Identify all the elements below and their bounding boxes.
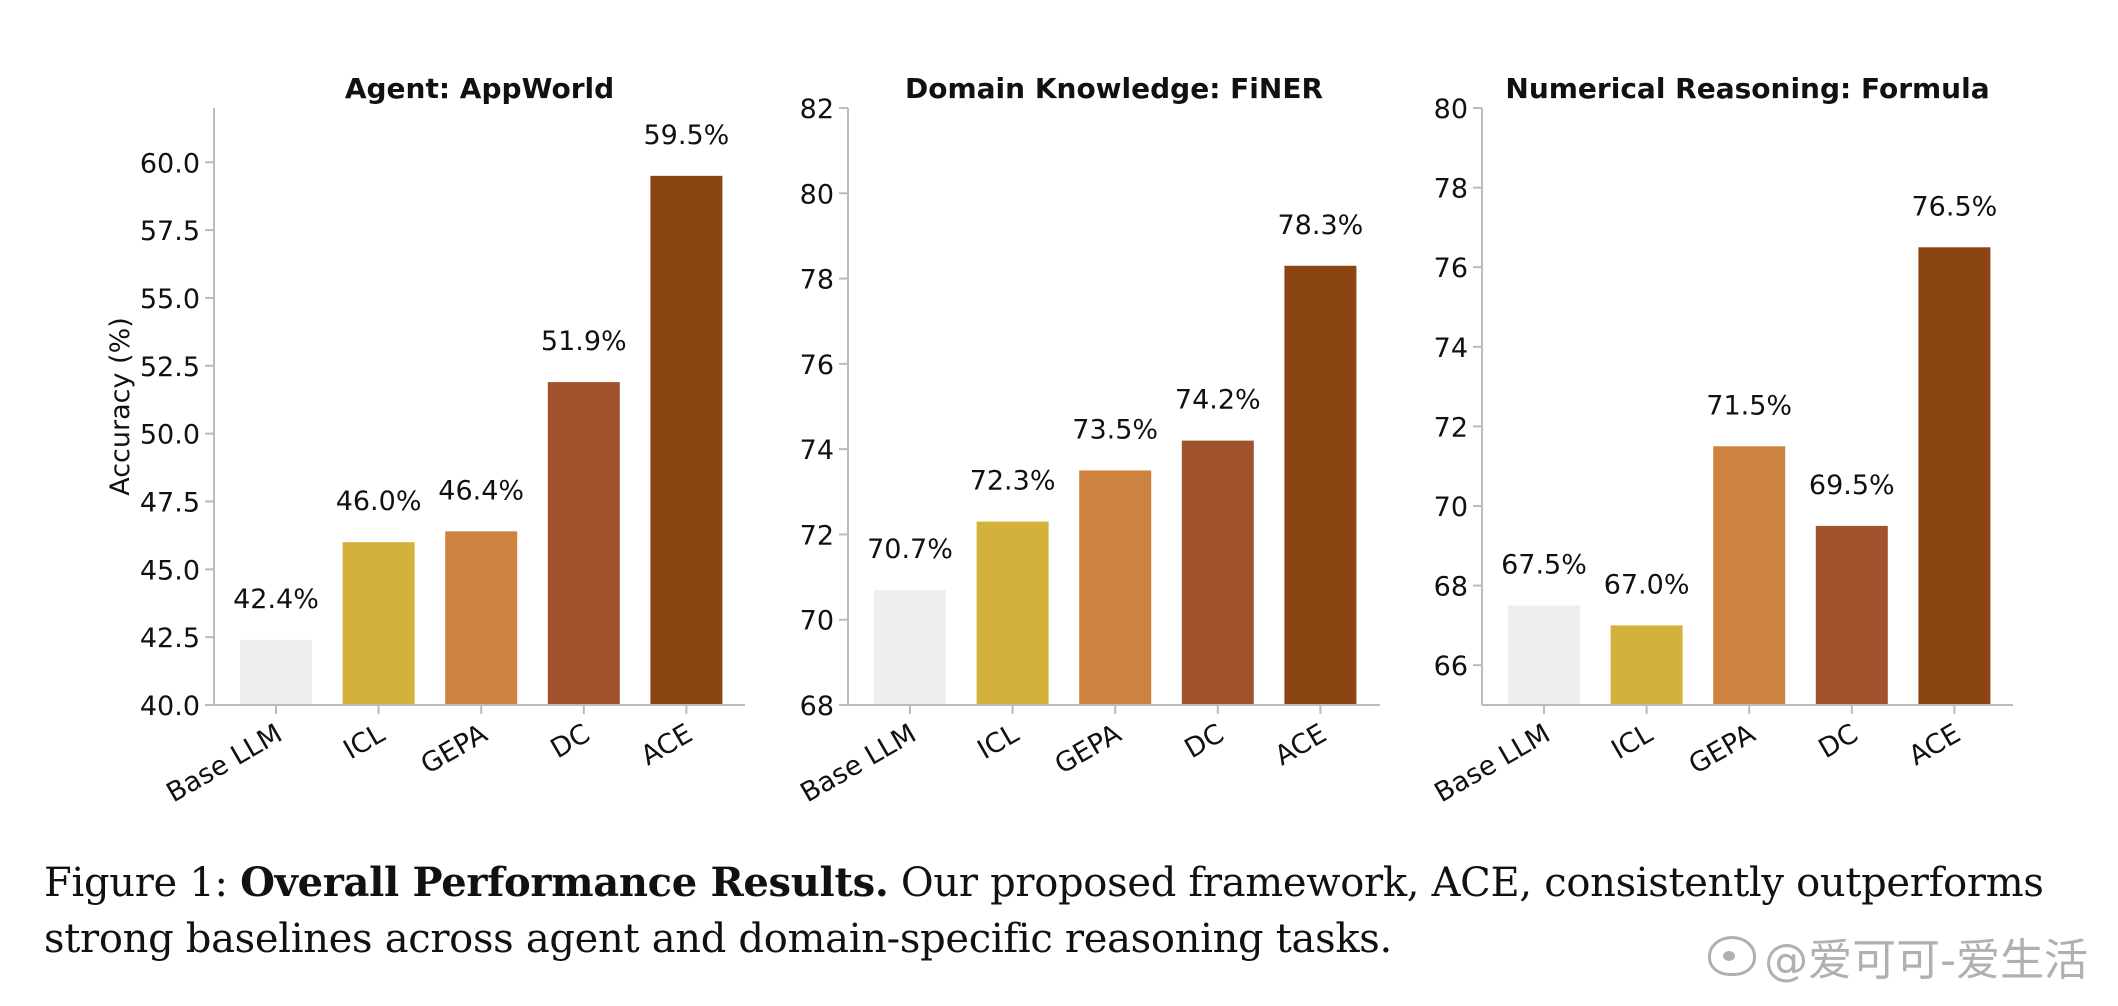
y-tick-label: 78 xyxy=(800,265,834,296)
bar-ace xyxy=(1284,265,1357,705)
bar-icl xyxy=(976,521,1049,705)
bar-base-llm xyxy=(1508,605,1580,705)
data-label: 76.5% xyxy=(1912,191,1998,222)
x-tick-label: ACE xyxy=(636,718,698,772)
bar-dc xyxy=(1815,525,1888,705)
data-label: 67.0% xyxy=(1604,569,1690,600)
y-axis-label: Accuracy (%) xyxy=(105,317,136,496)
data-label: 46.4% xyxy=(438,475,524,506)
figure-caption: Figure 1: Overall Performance Results. O… xyxy=(44,855,2084,967)
data-label: 42.4% xyxy=(233,584,319,615)
x-tick-label: DC xyxy=(1179,718,1229,765)
bar-ace xyxy=(650,175,723,705)
y-tick-label: 50.0 xyxy=(140,420,200,451)
y-tick-label: 80 xyxy=(800,179,834,210)
y-tick-label: 40.0 xyxy=(140,691,200,722)
y-tick-label: 80 xyxy=(1434,94,1468,125)
x-tick-label: ACE xyxy=(1904,718,1966,772)
y-tick-label: 78 xyxy=(1434,174,1468,205)
data-label: 72.3% xyxy=(970,466,1056,497)
x-tick-label: DC xyxy=(1813,718,1863,765)
y-tick-label: 82 xyxy=(800,94,834,125)
y-tick-label: 42.5 xyxy=(140,623,200,654)
y-tick-label: 68 xyxy=(1434,572,1468,603)
bar-gepa xyxy=(1713,446,1786,705)
bar-ace xyxy=(1918,247,1991,706)
watermark: @爱可可-爱生活 xyxy=(1708,924,2088,988)
bar-base-llm xyxy=(874,589,946,705)
bar-gepa xyxy=(1079,470,1152,705)
data-label: 70.7% xyxy=(867,534,953,565)
y-tick-label: 47.5 xyxy=(140,487,200,518)
data-label: 78.3% xyxy=(1278,210,1364,241)
data-label: 46.0% xyxy=(336,486,422,517)
y-tick-label: 76 xyxy=(800,350,834,381)
watermark-text: @爱可可-爱生活 xyxy=(1764,935,2088,986)
caption-bold: Overall Performance Results. xyxy=(240,859,889,906)
y-tick-label: 45.0 xyxy=(140,555,200,586)
y-tick-label: 66 xyxy=(1434,651,1468,682)
y-tick-label: 68 xyxy=(800,691,834,722)
y-tick-label: 74 xyxy=(800,435,834,466)
y-tick-label: 52.5 xyxy=(140,352,200,383)
chart-title: Numerical Reasoning: Formula xyxy=(1505,72,1989,105)
data-label: 51.9% xyxy=(541,326,627,357)
y-tick-label: 76 xyxy=(1434,253,1468,284)
x-tick-label: Base LLM xyxy=(161,718,287,809)
x-tick-label: GEPA xyxy=(416,718,493,781)
x-tick-label: GEPA xyxy=(1050,718,1127,781)
x-tick-label: DC xyxy=(545,718,595,765)
data-label: 71.5% xyxy=(1706,390,1792,421)
x-tick-label: ICL xyxy=(972,718,1024,766)
caption-text: Our proposed framework, ACE, consistentl… xyxy=(44,860,2044,962)
y-tick-label: 70 xyxy=(800,606,834,637)
data-label: 59.5% xyxy=(644,120,730,151)
y-tick-label: 70 xyxy=(1434,492,1468,523)
y-tick-label: 72 xyxy=(800,520,834,551)
y-tick-label: 72 xyxy=(1434,412,1468,443)
x-tick-label: ICL xyxy=(338,718,390,766)
data-label: 67.5% xyxy=(1501,550,1587,581)
data-label: 73.5% xyxy=(1072,414,1158,445)
bar-gepa xyxy=(445,531,518,705)
y-tick-label: 60.0 xyxy=(140,148,200,179)
y-tick-label: 55.0 xyxy=(140,284,200,315)
bar-dc xyxy=(547,382,620,705)
x-tick-label: Base LLM xyxy=(1429,718,1555,809)
bar-icl xyxy=(1610,625,1683,705)
chart-title: Domain Knowledge: FiNER xyxy=(905,72,1323,105)
data-label: 74.2% xyxy=(1175,385,1261,416)
y-tick-label: 57.5 xyxy=(140,216,200,247)
caption-label: Figure 1: xyxy=(44,860,228,906)
bar-base-llm xyxy=(240,639,312,705)
bar-icl xyxy=(342,542,415,705)
figure: Agent: AppWorld 40.0 42.5 45.0 47.5 50.0 52.5 5… xyxy=(105,72,2013,809)
x-tick-label: GEPA xyxy=(1684,718,1761,781)
x-tick-label: Base LLM xyxy=(795,718,921,809)
weibo-icon xyxy=(1708,936,1757,976)
y-tick-label: 74 xyxy=(1434,333,1468,364)
data-label: 69.5% xyxy=(1809,470,1895,501)
x-tick-label: ICL xyxy=(1606,718,1658,766)
x-tick-label: ACE xyxy=(1270,718,1332,772)
bar-dc xyxy=(1181,440,1254,705)
chart-title: Agent: AppWorld xyxy=(345,72,614,105)
